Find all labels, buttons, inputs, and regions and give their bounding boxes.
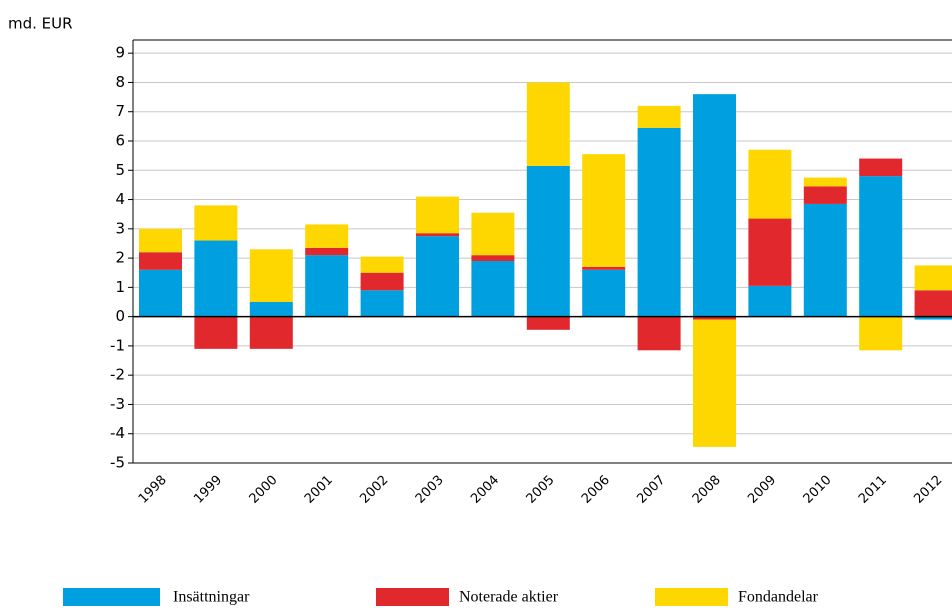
- y-tick-label: 5: [115, 161, 125, 179]
- bar-segment: [305, 255, 349, 317]
- y-tick-label: 8: [115, 73, 125, 91]
- legend-swatch: [655, 588, 728, 606]
- y-tick-label: -2: [110, 366, 125, 384]
- y-axis-label: md. EUR: [8, 15, 73, 33]
- x-tick-label: 2008: [690, 473, 724, 507]
- bar-segment: [526, 165, 570, 317]
- bar-segment: [637, 316, 681, 351]
- y-tick-label: 4: [115, 190, 125, 208]
- bar-segment: [914, 290, 952, 317]
- legend-swatch: [376, 588, 449, 606]
- bar-segment: [360, 272, 404, 291]
- bar-segment: [360, 290, 404, 317]
- bar-segment: [471, 255, 515, 262]
- bar-segment: [249, 249, 293, 302]
- bar-segment: [194, 205, 238, 241]
- y-tick-label: 0: [115, 307, 125, 325]
- x-tick-label: 2000: [247, 473, 281, 507]
- x-tick-label: 2001: [302, 473, 336, 507]
- legend-label: Noterade aktier: [459, 589, 559, 606]
- y-tick-label: -1: [110, 336, 125, 354]
- y-tick-label: 1: [115, 278, 125, 296]
- bar-segment: [914, 316, 952, 320]
- y-tick-label: 3: [115, 219, 125, 237]
- bar-segment: [748, 149, 792, 219]
- x-tick-label: 2003: [413, 473, 447, 507]
- bar-segment: [859, 316, 903, 351]
- bar-segment: [139, 252, 182, 270]
- bar-segment: [249, 316, 293, 349]
- bar-segment: [305, 247, 349, 256]
- bar-segment: [360, 256, 404, 273]
- bar-segment: [582, 154, 626, 267]
- legend-label: Fondandelar: [738, 589, 819, 606]
- bar-segment: [859, 176, 903, 317]
- bar-segment: [416, 236, 459, 317]
- x-tick-label: 2010: [801, 473, 835, 507]
- x-tick-label: 2012: [911, 473, 945, 507]
- bar-segment: [803, 186, 847, 204]
- bar-segment: [139, 228, 182, 253]
- bar-segment: [416, 233, 459, 237]
- bar-segment: [859, 158, 903, 177]
- bar-segment: [139, 269, 182, 317]
- bar-segment: [693, 319, 736, 447]
- legend-label: Insättningar: [173, 589, 250, 606]
- bar-segment: [693, 316, 736, 320]
- x-tick-label: 2002: [357, 473, 391, 507]
- bar-segment: [416, 196, 459, 234]
- x-tick-label: 1999: [191, 473, 225, 507]
- x-tick-label: 2009: [745, 473, 779, 507]
- bar-segment: [914, 265, 952, 291]
- bar-segment: [471, 212, 515, 256]
- y-tick-label: 7: [115, 102, 125, 120]
- x-tick-label: 2005: [524, 473, 558, 507]
- bar-segment: [748, 218, 792, 286]
- bar-segment: [582, 266, 626, 270]
- y-tick-label: -5: [110, 454, 125, 472]
- bar-segment: [748, 285, 792, 317]
- bar-segment: [194, 240, 238, 317]
- y-tick-label: 2: [115, 249, 125, 267]
- x-tick-label: 2011: [856, 473, 890, 507]
- bar-segment: [471, 261, 515, 317]
- bar-segment: [194, 316, 238, 349]
- y-tick-label: 6: [115, 131, 125, 149]
- bar-segment: [582, 269, 626, 317]
- x-tick-label: 2007: [634, 473, 668, 507]
- x-tick-label: 2006: [579, 473, 613, 507]
- bar-segment: [637, 105, 681, 128]
- bar-segment: [803, 203, 847, 317]
- x-tick-label: 2004: [468, 473, 502, 507]
- y-tick-label: -3: [110, 395, 125, 413]
- bar-segment: [803, 177, 847, 187]
- legend-swatch: [63, 588, 160, 606]
- bar-segment: [526, 316, 570, 330]
- bar-segment: [305, 224, 349, 248]
- bar-segment: [637, 127, 681, 317]
- bar-segment: [249, 301, 293, 317]
- y-tick-label: 9: [115, 44, 125, 62]
- bar-segment: [526, 82, 570, 166]
- bar-segment: [693, 94, 736, 317]
- x-tick-label: 1998: [136, 473, 170, 507]
- y-tick-label: -4: [110, 424, 125, 442]
